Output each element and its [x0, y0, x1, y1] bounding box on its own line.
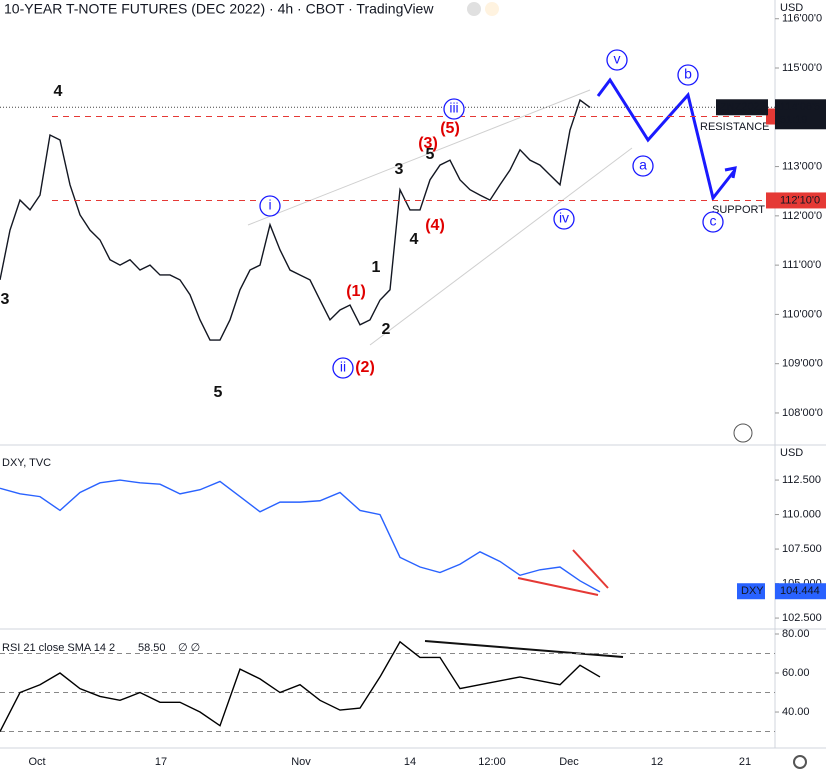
wave-label: 4 — [54, 83, 63, 100]
projection-path — [596, 77, 737, 202]
wave-label: 2 — [382, 321, 391, 338]
symbol-tag-text: DXY — [741, 585, 764, 597]
trendline — [247, 89, 591, 226]
wave-circle — [632, 155, 654, 177]
price-line — [0, 640, 601, 732]
wave-label: (3) — [418, 135, 438, 152]
wave-label: 5 — [214, 384, 223, 401]
wave-label: iv — [559, 210, 569, 226]
pane-title: RSI 21 close SMA 14 2 — [2, 642, 115, 654]
wave-label: i — [268, 197, 271, 213]
wave-label: ii — [340, 359, 346, 375]
replay-icon[interactable] — [733, 423, 753, 443]
wave-circle — [332, 357, 354, 379]
y-tick-label: 113'00'0 — [782, 160, 822, 172]
projection-arrow — [724, 166, 737, 179]
wave-label: (5) — [440, 120, 460, 137]
y-tick-label: 110.000 — [782, 508, 821, 520]
y-tick-label: 80.00 — [782, 628, 810, 640]
wave-label: 3 — [1, 291, 10, 308]
x-tick-label: 14 — [404, 756, 416, 768]
wave-label: iii — [449, 100, 458, 116]
wave-label: 1 — [372, 259, 381, 276]
pane-title: DXY, TVC — [2, 457, 51, 469]
wave-label: 3 — [395, 161, 404, 178]
y-tick-label: 112'00'0 — [782, 210, 822, 222]
wave-circle — [553, 208, 575, 230]
settings-icon[interactable] — [793, 755, 807, 769]
y-tick-label: 111'00'0 — [782, 259, 821, 271]
wave-label: b — [684, 66, 692, 82]
price-tag — [766, 192, 826, 209]
price-line — [0, 479, 601, 593]
trendline — [369, 147, 633, 346]
wave-circle — [443, 98, 465, 120]
rsi-symbols: ∅ ∅ — [178, 642, 200, 654]
y-tick-label: 60.00 — [782, 667, 810, 679]
price-tag-text: 104.444 — [780, 585, 820, 597]
x-tick-label: Nov — [291, 756, 311, 768]
symbol-tag — [737, 583, 765, 600]
wave-circle — [677, 64, 699, 86]
y-tick-label: 116'00'0 — [782, 13, 822, 25]
wave-circle — [702, 211, 724, 233]
status-icon — [467, 2, 481, 16]
price-tag-text: 112'10'0 — [780, 194, 820, 206]
wave-label: 5 — [426, 146, 435, 163]
price-tag — [775, 583, 826, 600]
currency-label: USD — [780, 2, 803, 14]
divergence-line — [572, 549, 609, 589]
wave-label: c — [710, 213, 717, 229]
y-tick-label: 112.500 — [782, 474, 821, 486]
x-tick-label: Dec — [559, 756, 579, 768]
y-tick-label: 108'00'0 — [782, 407, 823, 419]
x-tick-label: Oct — [28, 756, 45, 768]
y-tick-label: 110'00'0 — [782, 308, 822, 320]
rsi-value: 58.50 — [138, 642, 166, 654]
x-tick-label: 12:00 — [478, 756, 506, 768]
y-tick-label: 115'00'0 — [782, 62, 822, 74]
symbol-tag — [716, 99, 768, 116]
price-line — [0, 98, 591, 341]
divergence-line — [424, 640, 624, 658]
y-tick-label: 107.500 — [782, 543, 822, 555]
y-tick-label: 40.00 — [782, 706, 810, 718]
x-tick-label: 17 — [155, 756, 167, 768]
price-tag-text: 114'06'5 — [780, 101, 820, 113]
price-tag — [775, 99, 826, 130]
wave-label: 4 — [410, 231, 419, 248]
divergence-line — [517, 577, 599, 596]
wave-circle — [606, 49, 628, 71]
chart-title: 10-YEAR T-NOTE FUTURES (DEC 2022) · 4h ·… — [4, 1, 434, 17]
wave-label: a — [639, 157, 647, 173]
x-tick-label: 12 — [651, 756, 663, 768]
wave-label: (1) — [346, 283, 366, 300]
status-icon — [485, 2, 499, 16]
currency-label: USD — [780, 447, 803, 459]
y-tick-label: 109'00'0 — [782, 358, 823, 370]
wave-label: (4) — [425, 217, 445, 234]
x-tick-label: 21 — [739, 756, 751, 768]
wave-circle — [259, 195, 281, 217]
wave-label: (2) — [355, 359, 375, 376]
symbol-tag-text: ZNZ2022 — [720, 101, 766, 113]
wave-label: v — [614, 51, 621, 67]
support-text: SUPPORT — [712, 204, 765, 216]
resistance-text: RESISTANCE — [700, 121, 769, 133]
y-tick-label: 102.500 — [782, 612, 822, 624]
countdown-text: 51:19 — [780, 114, 808, 126]
